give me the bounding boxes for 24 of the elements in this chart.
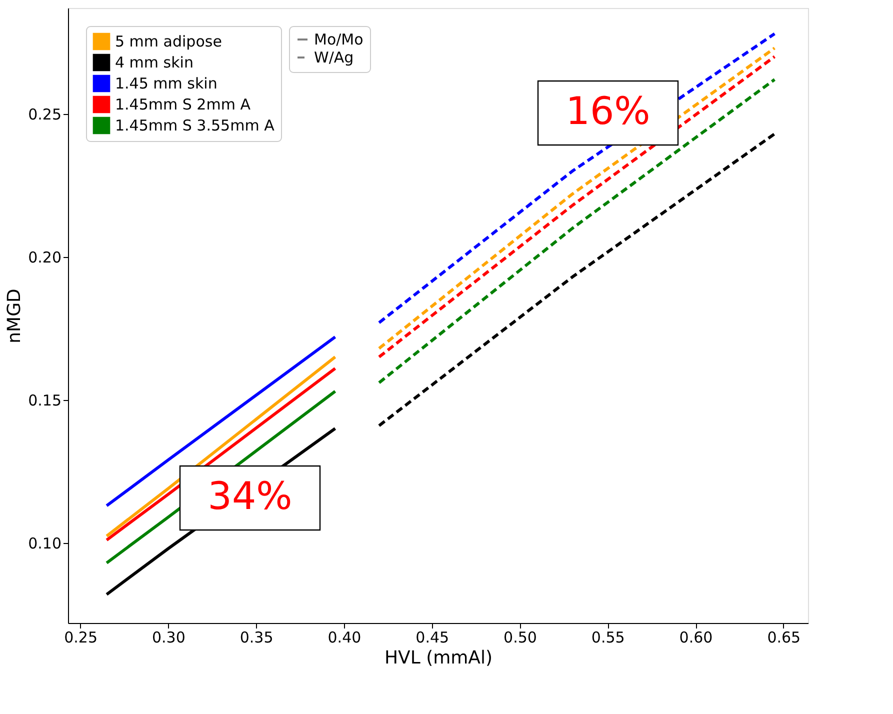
x-axis-title: HVL (mmAl): [384, 648, 493, 668]
legend-label: 1.45 mm skin: [115, 74, 218, 92]
y-tick-label: 0.15: [28, 391, 62, 410]
x-tick-label: 0.40: [328, 628, 362, 646]
legend-label: 4 mm skin: [115, 54, 194, 72]
x-tick-label: 0.45: [416, 628, 450, 646]
x-tick-label: 0.60: [679, 628, 713, 646]
x-tick-label: 0.25: [64, 628, 98, 646]
legend-label: 1.45mm S 2mm A: [115, 96, 252, 114]
y-tick-label: 0.20: [28, 248, 62, 266]
annotation: 34%: [208, 474, 292, 518]
x-tick-label: 0.50: [504, 628, 537, 646]
legend-label: 1.45mm S 3.55mm A: [115, 116, 276, 134]
annotation: 16%: [566, 89, 650, 133]
x-tick-label: 0.55: [591, 628, 625, 646]
x-tick-label: 0.35: [240, 628, 274, 646]
x-tick-label: 0.65: [767, 628, 801, 646]
legend-label: Mo/Mo: [314, 30, 364, 48]
legend-label: 5 mm adipose: [115, 32, 222, 50]
legend-label: W/Ag: [314, 48, 354, 66]
y-tick-label: 0.10: [28, 534, 62, 552]
y-axis-title: nMGD: [4, 288, 26, 344]
y-tick-label: 0.25: [28, 105, 62, 124]
x-tick-label: 0.30: [152, 628, 186, 646]
